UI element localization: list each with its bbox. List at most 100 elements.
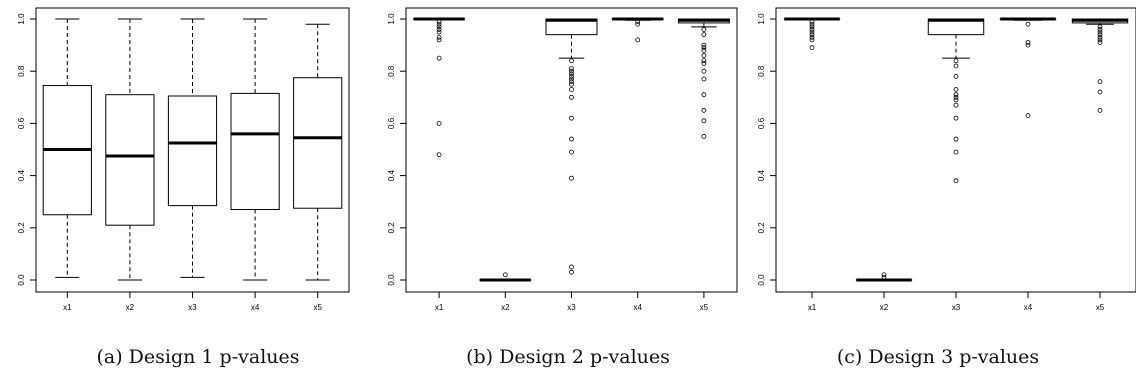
outlier-point bbox=[569, 149, 574, 155]
outlier-point bbox=[953, 115, 959, 121]
outlier-point bbox=[809, 21, 815, 27]
outlier-point bbox=[1025, 42, 1031, 48]
outlier-point bbox=[569, 269, 574, 275]
outlier-point bbox=[1025, 113, 1031, 118]
outlier-point bbox=[569, 94, 574, 100]
x-tick-label: x1 bbox=[63, 303, 72, 312]
outlier-point bbox=[701, 60, 707, 66]
outlier-point bbox=[701, 53, 707, 58]
chart-design-2: 0.0 0.2 0.4 0.6 0.8 1.0 x1 x2 x3 x4 x5 bbox=[387, 7, 738, 312]
outlier-point bbox=[436, 24, 442, 30]
outlier-point bbox=[569, 87, 574, 92]
y-tick-label: 0.2 bbox=[17, 222, 26, 234]
outlier-point bbox=[701, 118, 707, 124]
x-tick-label: x2 bbox=[880, 303, 889, 312]
outlier-point bbox=[953, 58, 959, 64]
caption-design-3: (c) Design 3 p-values bbox=[836, 346, 1040, 368]
y-tick-label: 0.8 bbox=[757, 65, 766, 77]
outlier-point bbox=[569, 71, 574, 77]
x-tick-label: x3 bbox=[952, 303, 961, 312]
x-tick-label: x2 bbox=[501, 303, 510, 312]
outlier-point bbox=[809, 37, 815, 43]
outlier-point bbox=[953, 92, 959, 98]
caption-design-1: (a) Design 1 p-values bbox=[96, 346, 300, 368]
y-tick-label: 1.0 bbox=[387, 13, 396, 25]
outlier-point bbox=[809, 29, 815, 35]
outlier-point bbox=[701, 134, 707, 139]
outlier-point bbox=[881, 274, 887, 280]
y-tick-label: 0.2 bbox=[387, 222, 396, 234]
outlier-point bbox=[701, 68, 707, 74]
outlier-point bbox=[809, 19, 815, 25]
outlier-point bbox=[953, 149, 959, 155]
outlier-point bbox=[953, 87, 959, 92]
outlier-point bbox=[1097, 27, 1103, 32]
outlier-point bbox=[701, 32, 707, 38]
outlier-point bbox=[701, 58, 707, 64]
outlier-point bbox=[701, 27, 707, 32]
outlier-point bbox=[436, 34, 442, 40]
outlier-point bbox=[436, 29, 442, 35]
outlier-point bbox=[701, 45, 707, 51]
y-tick-label: 0.8 bbox=[17, 65, 26, 77]
outlier-point bbox=[809, 45, 815, 51]
y-tick-label: 0.6 bbox=[387, 117, 396, 129]
outlier-point bbox=[1025, 40, 1031, 45]
outlier-point bbox=[569, 136, 574, 142]
outlier-point bbox=[569, 74, 574, 79]
x-tick-label: x1 bbox=[808, 303, 817, 312]
y-tick-label: 0.0 bbox=[757, 274, 766, 286]
outlier-point bbox=[1097, 40, 1103, 45]
outlier-point bbox=[1097, 107, 1103, 113]
y-tick-label: 0.4 bbox=[387, 169, 396, 181]
outlier-point bbox=[1097, 24, 1103, 30]
outlier-point bbox=[701, 47, 707, 53]
outlier-point bbox=[1097, 29, 1103, 35]
x-tick-label: x5 bbox=[700, 303, 709, 312]
outlier-point bbox=[569, 115, 574, 121]
outlier-point bbox=[569, 76, 574, 82]
outlier-point bbox=[635, 21, 641, 27]
outlier-point bbox=[436, 55, 442, 61]
outlier-point bbox=[701, 76, 707, 82]
outlier-point bbox=[436, 19, 442, 25]
outlier-point bbox=[502, 272, 508, 278]
outlier-point bbox=[436, 152, 442, 158]
outlier-point bbox=[436, 27, 442, 32]
outlier-point bbox=[436, 37, 442, 43]
outlier-point bbox=[809, 32, 815, 38]
outlier-point bbox=[569, 81, 574, 87]
y-tick-label: 0.6 bbox=[17, 117, 26, 129]
outlier-point bbox=[809, 34, 815, 40]
outlier-point bbox=[701, 42, 707, 48]
outlier-point bbox=[953, 63, 959, 69]
outlier-point bbox=[701, 107, 707, 113]
box bbox=[105, 94, 155, 226]
outlier-point bbox=[1097, 32, 1103, 38]
chart-design-3: 0.0 0.2 0.4 0.6 0.8 1.0 x1 x2 x3 x4 x5 bbox=[757, 7, 1136, 312]
outlier-point bbox=[569, 66, 574, 71]
x-tick-label: x1 bbox=[435, 303, 444, 312]
outlier-point bbox=[1097, 34, 1103, 40]
outlier-point bbox=[1097, 37, 1103, 43]
outlier-point bbox=[953, 97, 959, 103]
outlier-point bbox=[809, 24, 815, 30]
outlier-point bbox=[436, 21, 442, 27]
outlier-point bbox=[701, 92, 707, 98]
y-tick-label: 0.2 bbox=[757, 222, 766, 234]
y-tick-label: 0.0 bbox=[387, 274, 396, 286]
chart-design-1: 0.0 0.2 0.4 0.6 0.8 1.0 x1 x2 x3 x4 x5 bbox=[17, 7, 350, 312]
x-tick-label: x5 bbox=[1096, 303, 1105, 312]
outlier-point bbox=[1097, 79, 1103, 85]
x-tick-label: x5 bbox=[313, 303, 322, 312]
y-tick-label: 0.0 bbox=[17, 274, 26, 286]
outlier-point bbox=[436, 121, 442, 126]
outlier-point bbox=[635, 19, 641, 25]
outlier-point bbox=[953, 102, 959, 108]
outlier-point bbox=[953, 136, 959, 142]
y-tick-label: 0.6 bbox=[757, 117, 766, 129]
outlier-point bbox=[569, 58, 574, 64]
outlier-point bbox=[569, 79, 574, 85]
x-tick-label: x3 bbox=[567, 303, 576, 312]
box bbox=[167, 95, 218, 207]
